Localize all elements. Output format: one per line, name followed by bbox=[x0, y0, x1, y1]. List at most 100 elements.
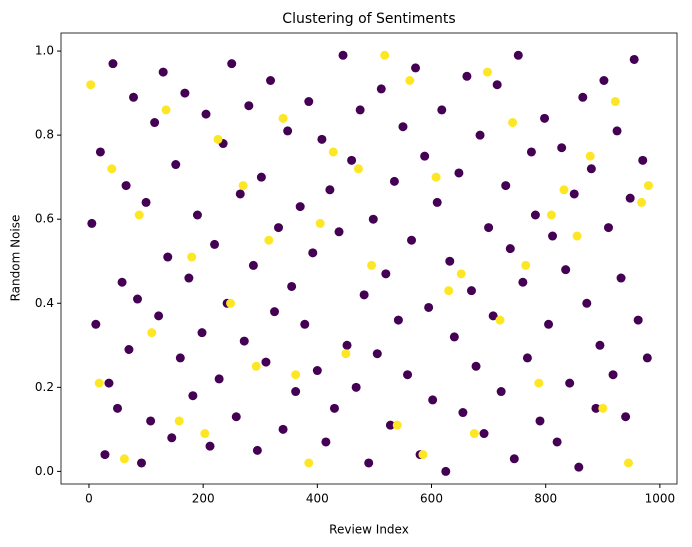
scatter-point bbox=[353, 164, 363, 174]
scatter-point bbox=[252, 445, 262, 455]
scatter-point bbox=[456, 269, 466, 279]
scatter-point bbox=[368, 214, 378, 224]
scatter-point bbox=[603, 223, 613, 233]
scatter-point bbox=[188, 391, 198, 401]
scatter-point bbox=[623, 458, 633, 468]
scatter-point bbox=[535, 416, 545, 426]
scatter-point bbox=[147, 328, 157, 338]
scatter-point bbox=[411, 63, 421, 73]
scatter-point bbox=[317, 134, 327, 144]
scatter-point bbox=[274, 223, 284, 233]
scatter-point bbox=[492, 80, 502, 90]
scatter-point bbox=[134, 210, 144, 220]
scatter-point bbox=[513, 50, 523, 60]
scatter-point bbox=[87, 218, 97, 228]
scatter-point bbox=[557, 143, 567, 153]
y-tick-label: 0.2 bbox=[35, 380, 54, 394]
scatter-point bbox=[264, 235, 274, 245]
scatter-point bbox=[479, 429, 489, 439]
scatter-point bbox=[466, 286, 476, 296]
scatter-point bbox=[359, 290, 369, 300]
scatter-point bbox=[643, 181, 653, 191]
scatter-point bbox=[469, 429, 479, 439]
scatter-point bbox=[521, 260, 531, 270]
scatter-point bbox=[569, 189, 579, 199]
x-tick-label: 200 bbox=[192, 492, 215, 506]
scatter-point bbox=[239, 336, 249, 346]
y-tick-label: 0.4 bbox=[35, 296, 54, 310]
scatter-point bbox=[501, 181, 511, 191]
scatter-point bbox=[184, 273, 194, 283]
scatter-point bbox=[599, 75, 609, 85]
scatter-point bbox=[432, 197, 442, 207]
scatter-point bbox=[163, 252, 173, 262]
scatter-point bbox=[376, 84, 386, 94]
scatter-point bbox=[372, 349, 382, 359]
scatter-point bbox=[329, 403, 339, 413]
scatter-point bbox=[454, 168, 464, 178]
scatter-point bbox=[598, 403, 608, 413]
scatter-point bbox=[578, 92, 588, 102]
x-tick-label: 800 bbox=[534, 492, 557, 506]
scatter-point bbox=[205, 441, 215, 451]
scatter-point bbox=[424, 302, 434, 312]
scatter-point bbox=[530, 210, 540, 220]
y-axis-label: Random Noise bbox=[9, 215, 23, 302]
scatter-point bbox=[475, 130, 485, 140]
scatter-point bbox=[295, 202, 305, 212]
x-tick-label: 0 bbox=[85, 492, 93, 506]
scatter-point bbox=[291, 387, 301, 397]
scatter-point bbox=[586, 164, 596, 174]
scatter-point bbox=[251, 361, 261, 371]
scatter-point bbox=[495, 315, 505, 325]
scatter-point bbox=[325, 185, 335, 195]
scatter-point bbox=[338, 50, 348, 60]
scatter-point bbox=[197, 328, 207, 338]
scatter-point bbox=[565, 378, 575, 388]
scatter-point bbox=[312, 366, 322, 376]
scatter-point bbox=[418, 450, 428, 460]
scatter-point bbox=[108, 59, 118, 69]
scatter-point bbox=[572, 231, 582, 241]
scatter-point bbox=[380, 50, 390, 60]
chart-title: Clustering of Sentiments bbox=[282, 11, 455, 27]
scatter-point bbox=[328, 147, 338, 157]
scatter-point bbox=[136, 458, 146, 468]
scatter-point bbox=[389, 176, 399, 186]
scatter-point bbox=[266, 75, 276, 85]
scatter-point bbox=[522, 353, 532, 363]
scatter-point bbox=[437, 105, 447, 115]
scatter-point bbox=[129, 92, 139, 102]
scatter-point bbox=[612, 126, 622, 136]
scatter-point bbox=[315, 218, 325, 228]
scatter-point bbox=[633, 315, 643, 325]
scatter-point bbox=[308, 248, 318, 258]
scatter-point bbox=[398, 122, 408, 132]
scatter-point bbox=[213, 134, 223, 144]
scatter-point bbox=[509, 454, 519, 464]
x-tick-label: 400 bbox=[306, 492, 329, 506]
scatter-point bbox=[341, 349, 351, 359]
scatter-point bbox=[546, 210, 556, 220]
scatter-point bbox=[321, 437, 331, 447]
scatter-point bbox=[449, 332, 459, 342]
scatter-point bbox=[582, 298, 592, 308]
scatter-point bbox=[367, 260, 377, 270]
scatter-point bbox=[342, 340, 352, 350]
scatter-point bbox=[86, 80, 96, 90]
scatter-point bbox=[214, 374, 224, 384]
scatter-point bbox=[444, 286, 454, 296]
scatter-point bbox=[227, 59, 237, 69]
scatter-point bbox=[256, 172, 266, 182]
scatter-point bbox=[238, 181, 248, 191]
scatter-point bbox=[113, 403, 123, 413]
x-tick-label: 1000 bbox=[645, 492, 676, 506]
scatter-point bbox=[629, 54, 639, 64]
scatter-point bbox=[334, 227, 344, 237]
scatter-point bbox=[393, 315, 403, 325]
scatter-point bbox=[174, 416, 184, 426]
scatter-point bbox=[403, 370, 413, 380]
scatter-point bbox=[133, 294, 143, 304]
scatter-point bbox=[124, 344, 134, 354]
